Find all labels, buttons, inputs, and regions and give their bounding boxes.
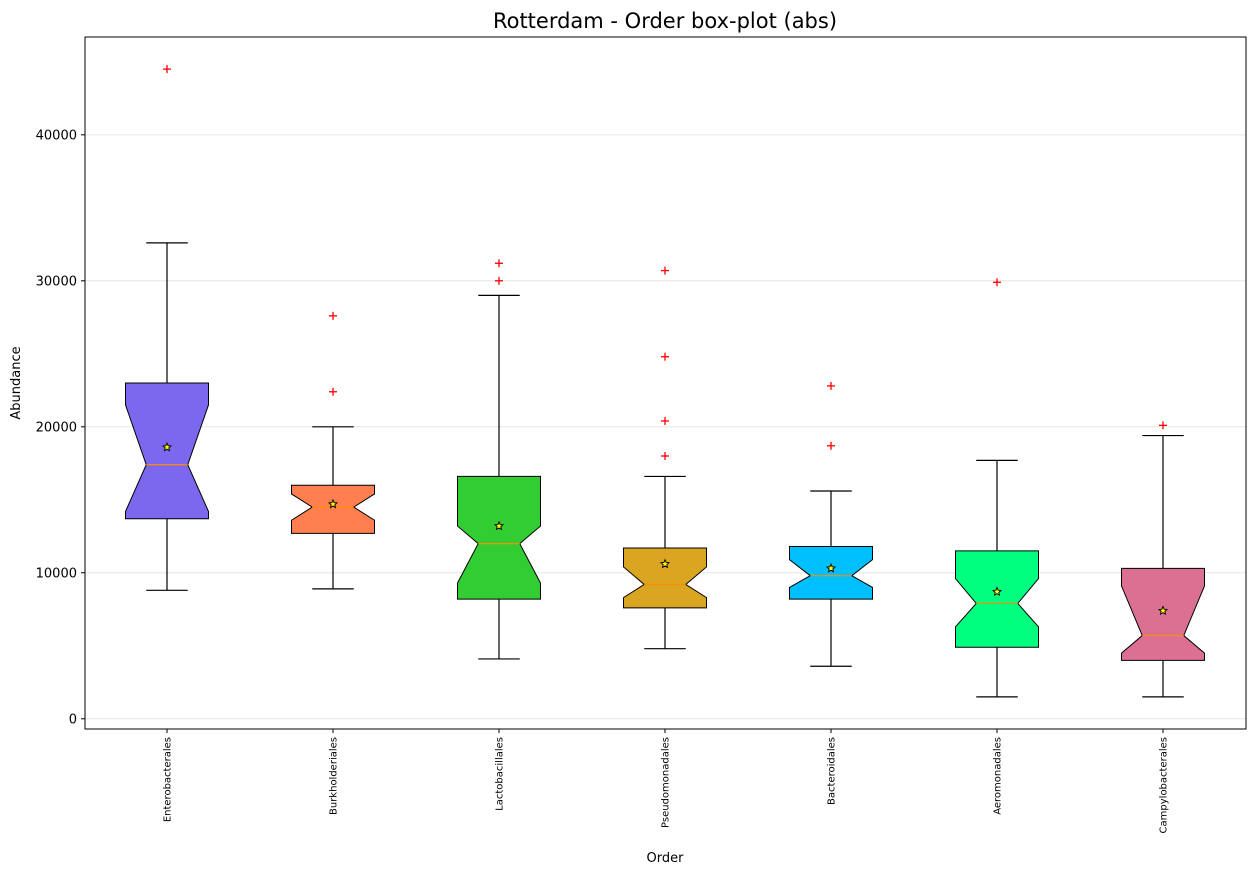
y-tick-label: 10000 [36, 566, 77, 581]
outlier-marker [163, 65, 171, 74]
outlier-marker [993, 278, 1001, 287]
box-campylobacterales [1121, 421, 1205, 698]
grid-lines [85, 134, 1246, 720]
outlier-marker [827, 441, 835, 450]
outlier-marker [661, 416, 669, 425]
x-tick-label: Burkholderiales [329, 737, 340, 815]
notched-box [125, 382, 209, 520]
y-tick-label: 20000 [36, 420, 77, 435]
mean-marker [327, 498, 339, 509]
x-tick-label: Pseudomonadales [661, 737, 672, 828]
mean-marker [493, 520, 505, 531]
y-tick-label: 40000 [36, 128, 77, 143]
x-axis-ticks: Enterobacterales Burkholderiales Lactobaci… [163, 729, 1170, 833]
outlier-marker [329, 387, 337, 396]
notched-box [1121, 567, 1205, 661]
mean-marker [825, 563, 837, 573]
x-tick-label: Enterobacterales [163, 737, 174, 822]
y-axis-label: Abundance [9, 346, 24, 419]
chart-title: Rotterdam - Order box-plot (abs) [493, 9, 837, 33]
outlier-marker [495, 276, 503, 285]
mean-marker [659, 558, 671, 569]
outlier-marker [661, 352, 669, 361]
notched-box [955, 550, 1039, 648]
boxes [125, 65, 1205, 698]
outlier-marker [661, 451, 669, 460]
notched-box [291, 484, 375, 534]
box-lactobacillales [457, 259, 541, 660]
x-tick-label: Campylobacterales [1159, 737, 1170, 833]
x-tick-label: Lactobacillales [495, 737, 506, 811]
mean-marker [161, 441, 173, 452]
outlier-marker [827, 381, 835, 390]
outlier-marker [661, 266, 669, 275]
x-tick-label: Aeromonadales [993, 737, 1004, 815]
box-bacteroidales [789, 381, 873, 667]
outlier-marker [495, 259, 503, 268]
box-pseudomonadales [623, 266, 707, 650]
box-aeromonadales [955, 278, 1039, 698]
notched-box [457, 475, 541, 600]
outlier-marker [1159, 421, 1167, 430]
box-enterobacterales [125, 65, 209, 591]
mean-marker [991, 586, 1003, 597]
y-tick-label: 0 [69, 712, 77, 727]
notched-box [623, 547, 707, 609]
mean-marker [1157, 605, 1169, 616]
box-burkholderiales [291, 311, 375, 590]
y-axis-ticks: 0 10000 20000 30000 40000 [36, 128, 85, 727]
x-tick-label: Bacteroidales [827, 737, 838, 805]
outlier-marker [329, 311, 337, 320]
x-axis-label: Order [647, 851, 685, 866]
y-tick-label: 30000 [36, 274, 77, 289]
notched-box [789, 546, 873, 600]
